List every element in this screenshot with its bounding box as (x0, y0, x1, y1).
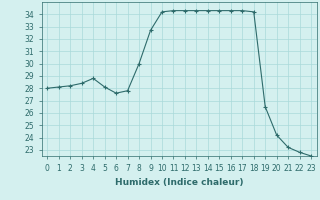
X-axis label: Humidex (Indice chaleur): Humidex (Indice chaleur) (115, 178, 244, 187)
